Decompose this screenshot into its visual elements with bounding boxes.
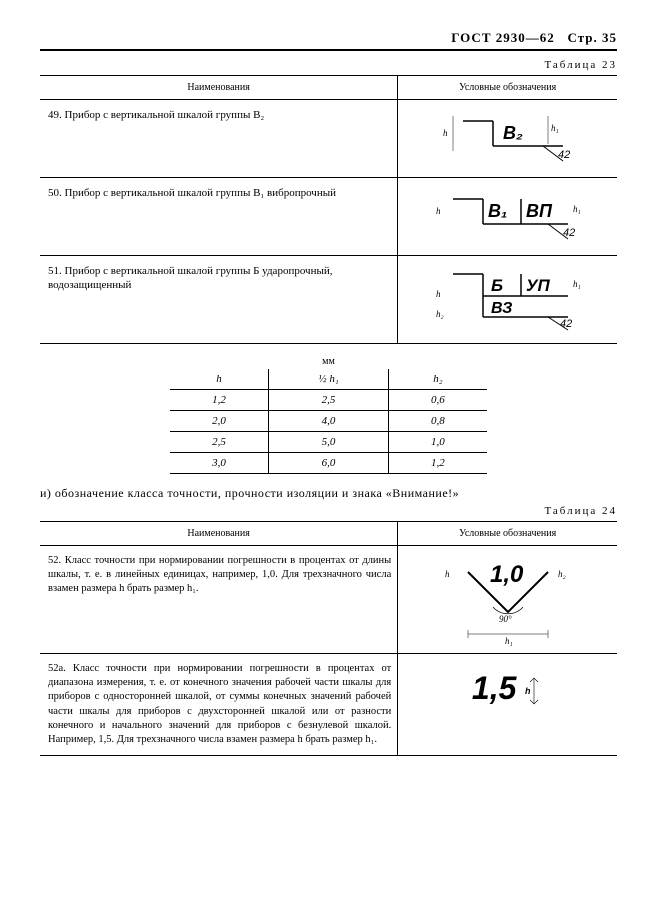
svg-text:ВП: ВП bbox=[526, 201, 553, 221]
svg-text:42: 42 bbox=[558, 149, 570, 161]
svg-text:h: h bbox=[525, 686, 531, 696]
svg-text:h₁: h₁ bbox=[551, 123, 559, 133]
svg-text:h₁: h₁ bbox=[573, 204, 581, 214]
table24: Наименования Условные обозначения 52. Кл… bbox=[40, 521, 617, 756]
section-i-head: и) обозначение класса точности, прочност… bbox=[40, 486, 617, 501]
table-row: 49. Прибор с вертикальной шкалой группы … bbox=[40, 100, 617, 178]
row-num: 51. bbox=[48, 265, 62, 277]
svg-text:h: h bbox=[445, 569, 450, 579]
row-text: Прибор с вертикальной шкалой группы Б уд… bbox=[48, 265, 333, 291]
svg-text:1,0: 1,0 bbox=[490, 561, 524, 588]
svg-text:В₁: В₁ bbox=[488, 201, 507, 221]
small-table: h ½ h₁ h₂ 1,2 2,5 0,6 2,0 4,0 0,8 2,5 5,… bbox=[170, 369, 487, 474]
table-row: 51. Прибор с вертикальной шкалой группы … bbox=[40, 256, 617, 344]
doc-id: ГОСТ 2930—62 bbox=[451, 30, 555, 45]
row-text: Класс точности при нормировании погрешно… bbox=[48, 663, 391, 745]
row-num: 52. bbox=[48, 555, 61, 566]
symbol-49: В₂ 42 h h₁ bbox=[433, 106, 583, 171]
table-row: 3,0 6,0 1,2 bbox=[170, 453, 487, 474]
st-h1: ½ h₁ bbox=[269, 369, 388, 390]
svg-text:90°: 90° bbox=[499, 614, 512, 624]
t24-col-left: Наименования bbox=[40, 522, 398, 546]
table-row: 2,0 4,0 0,8 bbox=[170, 411, 487, 432]
svg-text:h₂: h₂ bbox=[436, 309, 444, 319]
table-row: 52. Класс точности при нормировании погр… bbox=[40, 546, 617, 654]
svg-text:h: h bbox=[436, 206, 441, 216]
page-header: ГОСТ 2930—62 Стр. 35 bbox=[40, 30, 617, 51]
svg-text:h₁: h₁ bbox=[573, 279, 581, 289]
row-text: Класс точности при нормировании погрешно… bbox=[48, 555, 391, 594]
table-row: 50. Прибор с вертикальной шкалой группы … bbox=[40, 178, 617, 256]
svg-text:42: 42 bbox=[563, 227, 575, 239]
symbol-51: Б УП ВЗ 42 h h₁ h₂ bbox=[428, 262, 588, 337]
svg-text:h₁: h₁ bbox=[505, 636, 513, 646]
row-num: 52а. bbox=[48, 663, 66, 674]
svg-text:Б: Б bbox=[491, 276, 503, 295]
st-h0: h bbox=[170, 369, 269, 390]
table23-caption: Таблица 23 bbox=[40, 59, 617, 71]
table-row: 1,2 2,5 0,6 bbox=[170, 390, 487, 411]
row-num: 50. bbox=[48, 187, 62, 199]
row-text: Прибор с вертикальной шкалой группы В₂ bbox=[65, 109, 265, 121]
row-text: Прибор с вертикальной шкалой группы В₁ в… bbox=[65, 187, 337, 199]
svg-text:В₂: В₂ bbox=[503, 123, 523, 143]
svg-text:УП: УП bbox=[526, 276, 551, 295]
st-h2: h₂ bbox=[388, 369, 487, 390]
svg-text:42: 42 bbox=[560, 318, 572, 330]
table24-caption: Таблица 24 bbox=[40, 505, 617, 517]
svg-text:h: h bbox=[436, 289, 441, 299]
page-num: Стр. 35 bbox=[568, 30, 618, 45]
table23: Наименования Условные обозначения 49. Пр… bbox=[40, 75, 617, 344]
symbol-52: 1,0 90° h₁ h h₂ bbox=[433, 552, 583, 647]
t23-col-right: Условные обозначения bbox=[398, 76, 617, 100]
table-row: 52а. Класс точности при нормировании пог… bbox=[40, 654, 617, 756]
row-num: 49. bbox=[48, 109, 62, 121]
t23-col-left: Наименования bbox=[40, 76, 398, 100]
small-table-unit: мм bbox=[40, 356, 617, 367]
svg-text:ВЗ: ВЗ bbox=[491, 300, 512, 317]
symbol-50: В₁ ВП 42 h h₁ bbox=[428, 184, 588, 249]
symbol-52a: 1,5 h bbox=[404, 660, 611, 707]
table-row: 2,5 5,0 1,0 bbox=[170, 432, 487, 453]
t24-col-right: Условные обозначения bbox=[398, 522, 617, 546]
svg-text:h₂: h₂ bbox=[558, 569, 566, 579]
svg-text:h: h bbox=[443, 128, 448, 138]
